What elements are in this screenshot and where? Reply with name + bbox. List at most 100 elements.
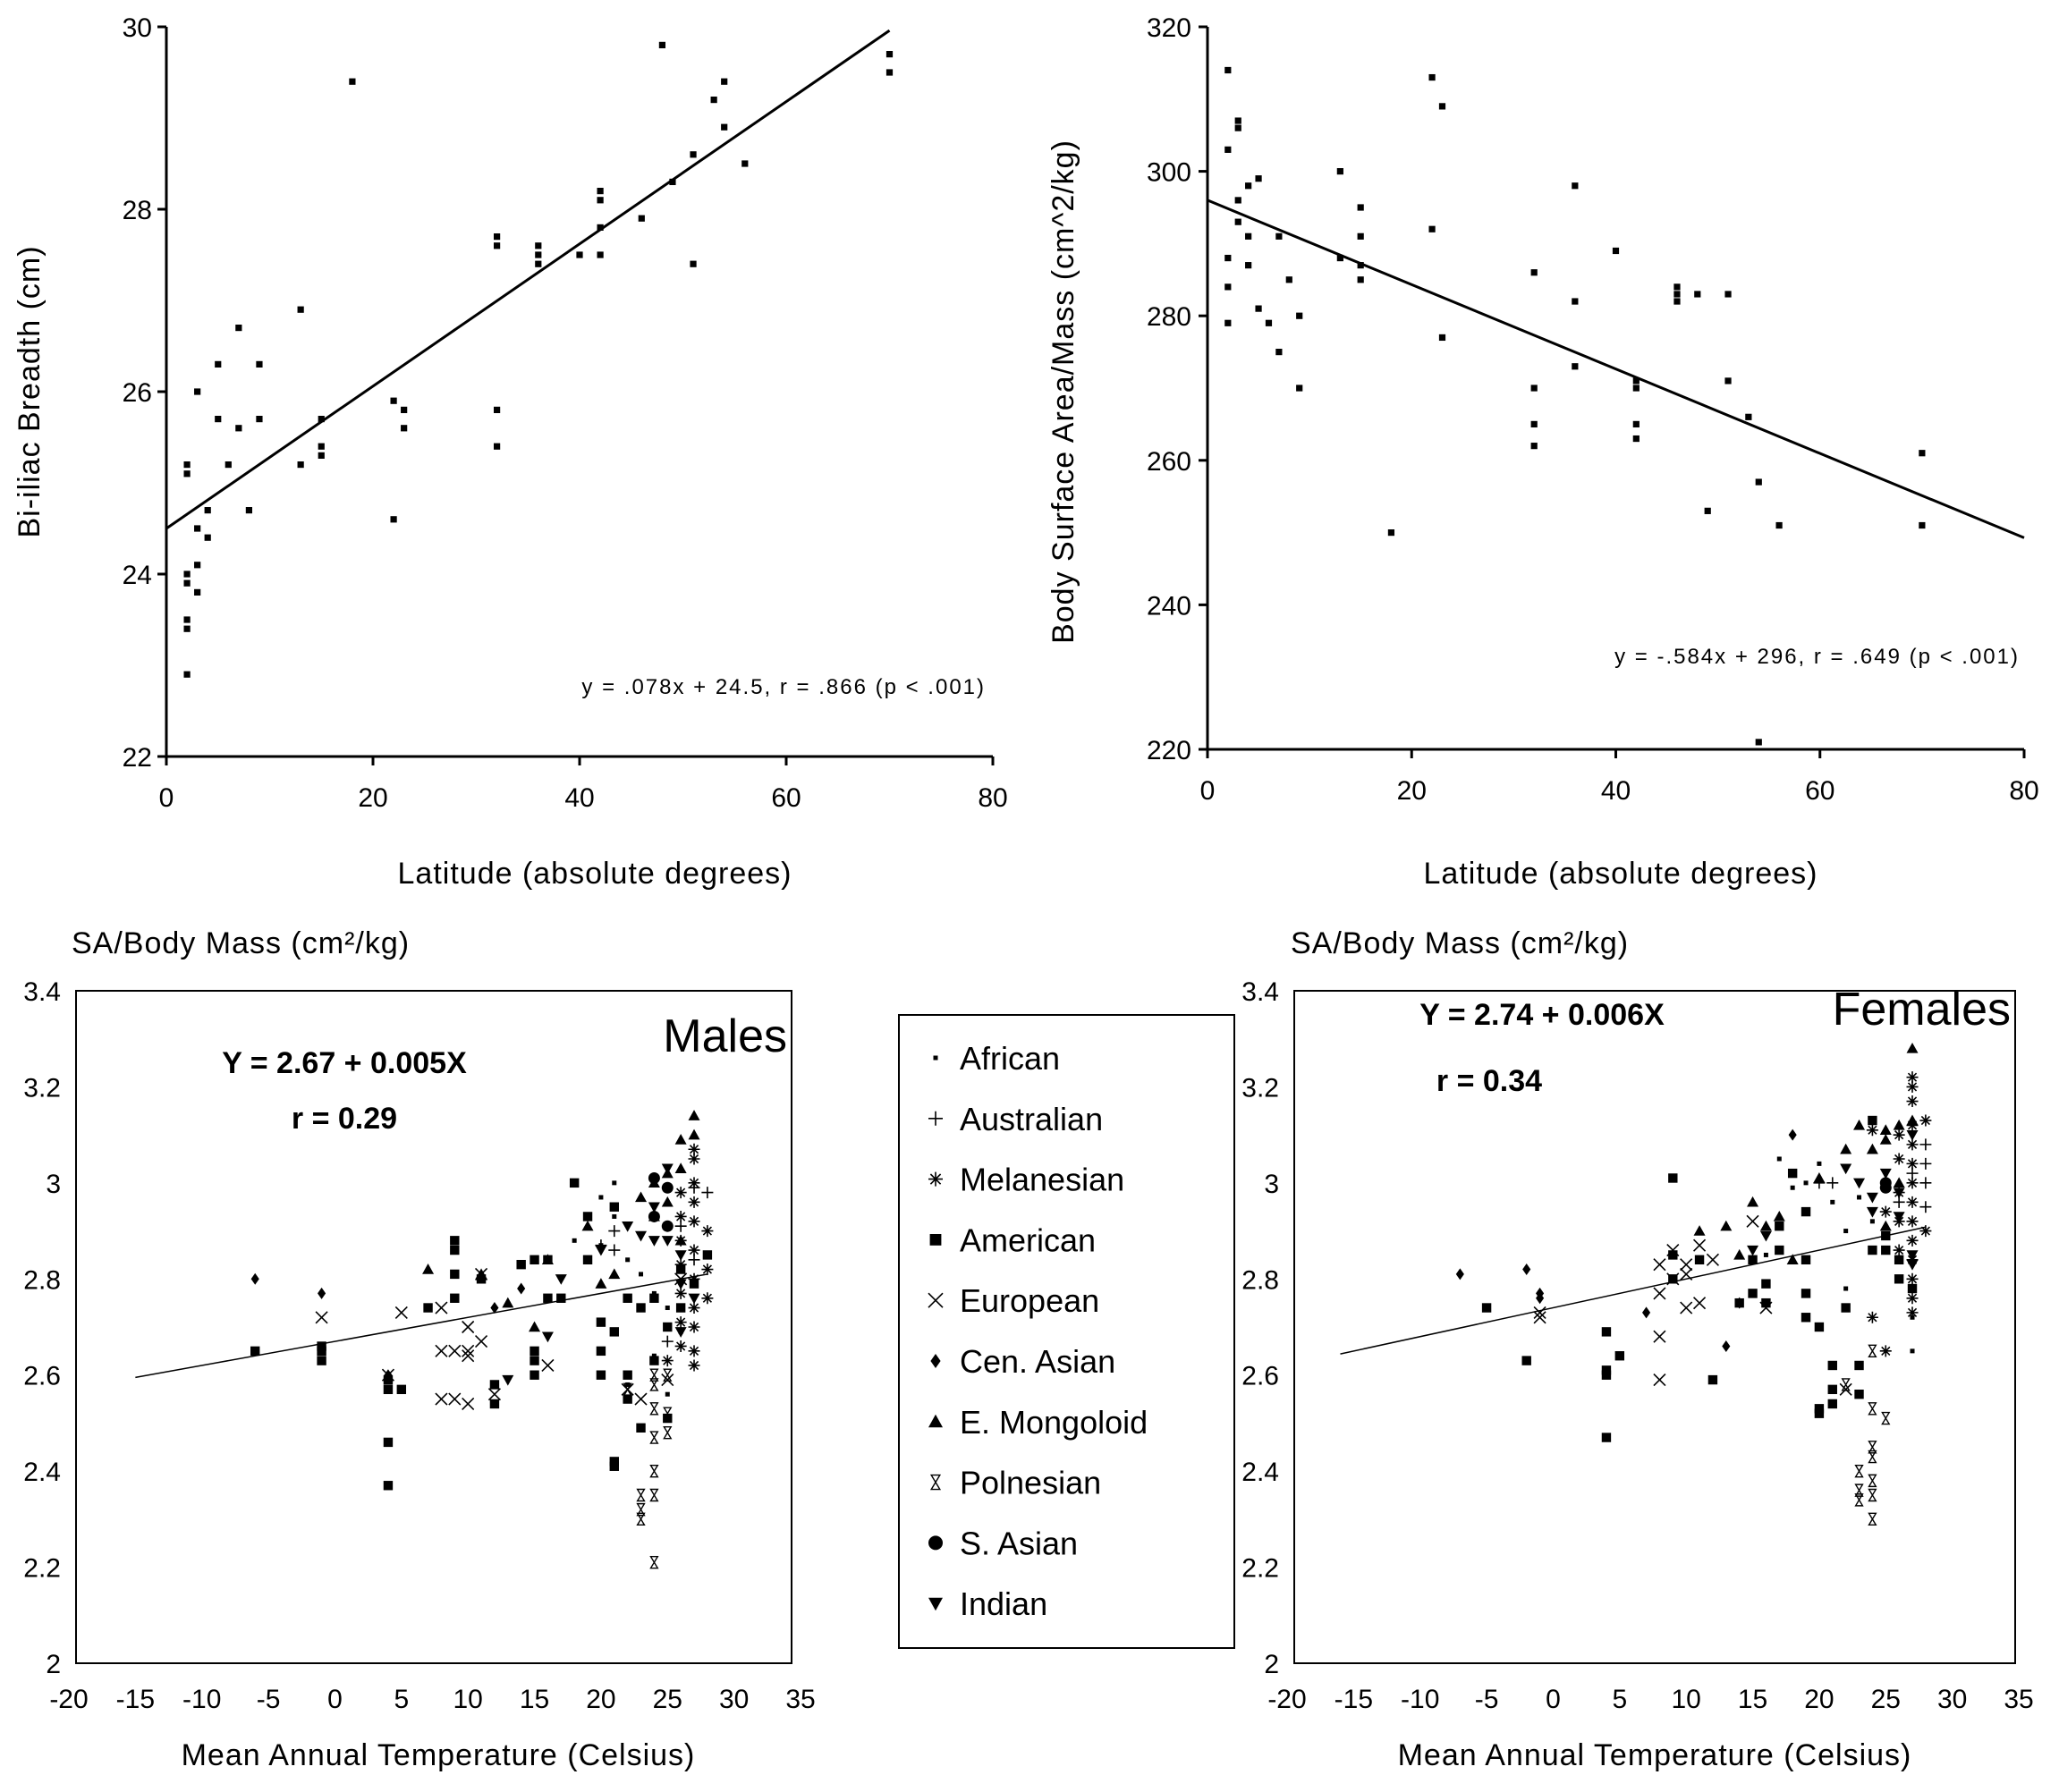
p1-data-point [1632,385,1640,392]
p2-point-melanesian [701,1292,714,1305]
p2-point-american [636,1303,646,1313]
p1-data-point [1428,225,1436,232]
p2-point-e-mongoloid [661,1196,674,1207]
p2-point-melanesian [701,1225,714,1238]
p3-point-european [1746,1214,1759,1228]
p0-data-point [494,443,501,450]
p1-data-point [1357,262,1364,269]
p2-point-melanesian [674,1187,687,1199]
legend-label-indian: Indian [960,1585,1047,1622]
p3-point-s-asian [1879,1181,1892,1194]
p3-y-axis-title: SA/Body Mass (cm²/kg) [1291,926,1629,960]
p0-data-point [245,507,252,514]
p0-data-point [215,360,222,368]
p3-point-european [1653,1287,1666,1300]
p3-point-melanesian [1906,1071,1919,1084]
p3-point-american [1827,1399,1837,1409]
p2-point-melanesian [674,1316,687,1329]
p2-point-european [435,1301,448,1314]
p3-point-polnesian [1854,1464,1864,1478]
p0-data-point [183,625,191,632]
p3-panel-title: Females [1833,984,2011,1035]
p3-point-american [1801,1206,1811,1217]
p3-point-european [1692,1238,1707,1252]
p2-point-melanesian [688,1143,700,1155]
p0-data-point [885,69,894,76]
p3-x-tick-label: 15 [1738,1685,1767,1714]
p2-point-european [674,1272,688,1286]
p2-point-american [689,1279,699,1289]
p1-x-tick-label: 20 [1397,776,1427,806]
p2-point-polnesian [649,1464,659,1478]
p3-point-melanesian [1906,1306,1919,1319]
p3-point-polnesian [1868,1441,1877,1454]
p0-data-point [349,78,356,85]
p2-point-indian [648,1202,660,1213]
p2-point-american [649,1356,659,1365]
p2-point-s-asian [648,1171,660,1184]
p3-point-european [1666,1243,1680,1257]
p2-point-melanesian [701,1264,714,1276]
p0-data-point [638,215,645,222]
p0-data-point [401,406,408,413]
p0-data-point [494,406,501,413]
p1-data-point [1234,218,1241,225]
p1-y-tick-label: 240 [1147,591,1191,621]
p2-point-australian [661,1335,674,1348]
p0-y-tick-label: 24 [123,561,152,590]
p2-point-african [651,1290,657,1296]
p3-point-african [1817,1161,1822,1166]
p3-point-american [1694,1255,1705,1264]
p1-y-tick-label: 320 [1147,13,1191,43]
p1-x-tick-label: 60 [1805,776,1834,806]
p2-x-tick-label: 25 [653,1685,682,1714]
p0-data-point [194,388,201,395]
p3-point-e-mongoloid [1840,1143,1852,1154]
p0-data-point [390,397,397,404]
p0-data-point [204,534,211,541]
p2-point-american [569,1178,580,1188]
p2-y-tick-label: 3.2 [23,1073,61,1103]
p2-point-e-mongoloid [608,1268,621,1280]
p3-point-e-mongoloid [1733,1248,1746,1260]
legend-marker-e-mongoloid [928,1414,943,1428]
p2-point-american [609,1202,619,1212]
p2-point-polnesian [663,1425,673,1440]
p3-point-american [1601,1370,1612,1380]
p0-data-point [721,123,728,131]
p3-point-polnesian [1868,1512,1877,1526]
p3-point-indian [1747,1245,1759,1256]
p3-point-e-mongoloid [1773,1210,1785,1221]
p0-data-point [235,425,242,432]
p3-point-indian [1906,1259,1919,1271]
p3-point-european [1666,1272,1680,1286]
p2-point-e-mongoloid [529,1321,541,1332]
p2-y-tick-label: 2.8 [23,1265,61,1295]
p1-data-point [1265,319,1273,326]
p3-point-american [1707,1374,1718,1385]
p2-point-melanesian [688,1321,700,1333]
legend-marker-melanesian [928,1171,943,1187]
p3-point-american [1854,1390,1864,1399]
p3-y-tick-label: 3.4 [1241,977,1279,1007]
p3-r-value: r = 0.34 [1436,1064,1542,1098]
p3-point-melanesian [1906,1196,1919,1208]
p1-x-axis-title: Latitude (absolute degrees) [1424,857,1818,891]
p1-data-point [1357,232,1364,240]
p3-x-tick-label: 25 [1871,1685,1901,1714]
p3-point-australian [1919,1157,1932,1170]
p2-y-tick-label: 3.4 [23,977,61,1007]
p3-point-melanesian [1919,1225,1932,1238]
p2-point-american [609,1457,619,1467]
p0-data-point [183,616,191,623]
p3-point-american [1481,1303,1492,1313]
p1-data-point [1234,117,1241,124]
p1-data-point [1632,377,1640,385]
p3-point-african [1869,1219,1875,1224]
p0-y-axis-title: Bi-iliac Breadth (cm) [13,245,47,537]
p3-point-indian [1893,1212,1905,1222]
p3-point-melanesian [1906,1138,1919,1151]
panel-surface-area-latitude: Body Surface Area/Mass (cm^2/kg) Latitud… [1046,13,2039,891]
p1-data-point [1530,385,1538,392]
